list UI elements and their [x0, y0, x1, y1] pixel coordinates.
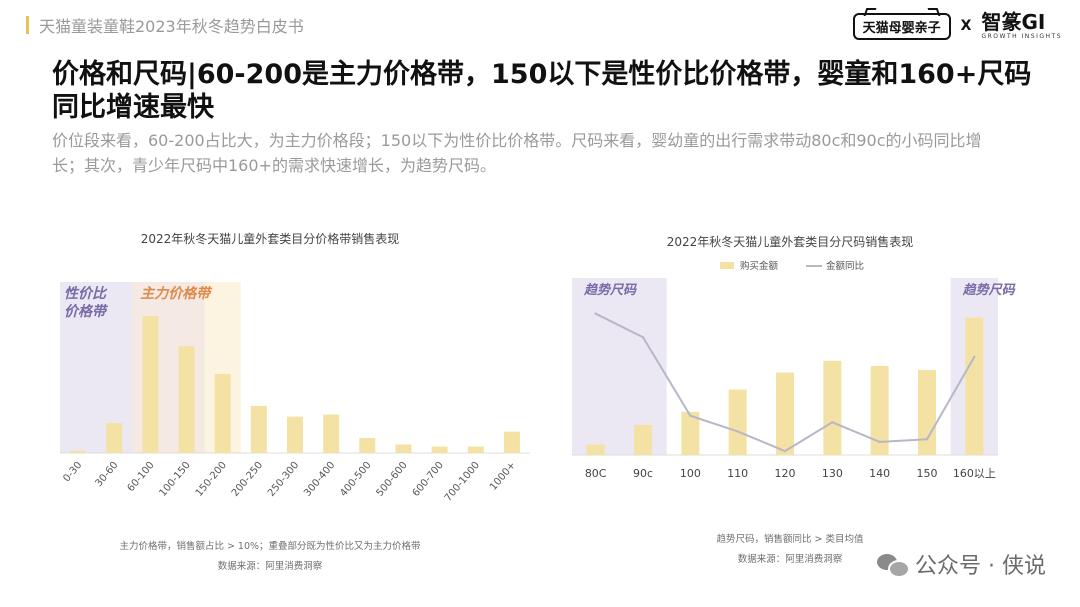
yoy-point — [736, 430, 739, 433]
partner-logos: 天猫母婴亲子 X 智篆GI GROWTH INSIGHTS — [852, 10, 1062, 40]
legend-bar-swatch — [720, 262, 734, 269]
size-tick-label: 160以上 — [953, 467, 996, 480]
tmall-baby-logo: 天猫母婴亲子 — [852, 12, 951, 40]
watermark-text: 公众号 · 侠说 — [915, 554, 1046, 579]
size-tick-label: 90c — [633, 467, 653, 480]
yoy-point — [973, 355, 976, 359]
price-bar — [323, 414, 340, 453]
price-chart-note: 主力价格带，销售额占比 > 10%；重叠部分既为性价比又为主力价格带 — [119, 541, 421, 552]
size-bar — [776, 372, 794, 455]
price-tick-label: 600-700 — [411, 460, 446, 499]
page-headline: 价格和尺码|60-200是主力价格带，150以下是性价比价格带，婴童和160+尺… — [52, 58, 1042, 124]
price-bar — [214, 373, 231, 453]
size-tick-label: 100 — [680, 467, 701, 480]
price-tick-label: 150-200 — [194, 460, 229, 499]
price-bar — [503, 431, 520, 453]
growth-insights-logo: 智篆GI GROWTH INSIGHTS — [981, 10, 1062, 40]
wechat-watermark: 公众号 · 侠说 — [877, 548, 1046, 580]
price-bar — [467, 446, 484, 453]
size-bar — [681, 411, 700, 455]
price-bar — [178, 346, 195, 453]
yoy-point — [878, 440, 881, 444]
description-line-1: 价位段来看，60-200占比大，为主力价格段；150以下为性价比价格带。尺码来看… — [52, 131, 982, 150]
price-bar — [395, 444, 412, 453]
size-chart-source: 数据来源：阿里消费洞察 — [737, 554, 843, 565]
trend-size-band-label: 趋势尺码 — [962, 282, 1017, 298]
value-band-label-2: 价格带 — [64, 303, 109, 320]
wechat-icon — [877, 552, 911, 578]
value-band-label-1: 性价比 — [64, 285, 108, 302]
price-tick-label: 1000+ — [488, 460, 518, 493]
size-bar — [870, 366, 889, 455]
legend-line-label: 金额同比 — [826, 260, 864, 272]
price-bar — [250, 405, 267, 453]
size-bar — [965, 317, 984, 455]
yoy-point — [641, 336, 645, 339]
price-tick-label: 200-250 — [230, 460, 265, 499]
price-tick-label: 300-400 — [302, 460, 337, 499]
size-bar — [823, 360, 842, 455]
size-chart-title: 2022年秋冬天猫儿童外套类目分尺码销售表现 — [666, 235, 914, 249]
page-description: 价位段来看，60-200占比大，为主力价格段；150以下为性价比价格带。尺码来看… — [52, 128, 1042, 178]
yoy-point — [689, 414, 692, 417]
report-title: 天猫童装童鞋2023年秋冬趋势白皮书 — [39, 17, 304, 36]
trend-size-band — [572, 278, 667, 455]
price-bar — [287, 416, 303, 453]
price-chart-source: 数据来源：阿里消费洞察 — [217, 561, 323, 572]
yoy-point — [783, 449, 787, 453]
price-tick-label: 250-300 — [266, 460, 301, 499]
price-tick-label: 700-1000 — [443, 460, 482, 504]
price-tick-label: 60-100 — [125, 460, 156, 494]
headline-line-2: 同比增速最快 — [52, 92, 214, 123]
size-tick-label: 140 — [869, 467, 890, 480]
price-tick-label: 500-600 — [374, 460, 409, 499]
price-band-chart: 性价比价格带 主力价格带 0-30 30-60 60-100 100-150 150-200… — [60, 282, 530, 504]
size-tick-label: 110 — [727, 467, 748, 480]
logo-separator: X — [960, 18, 972, 34]
price-bar — [70, 450, 87, 453]
price-tick-label: 0-30 — [61, 460, 84, 484]
price-tick-label: 100-150 — [158, 460, 193, 499]
size-chart-note: 趋势尺码，销售额同比 > 类目均值 — [716, 534, 864, 545]
size-tick-label: 130 — [822, 467, 843, 480]
price-bar — [431, 446, 448, 453]
header-accent-bar — [26, 16, 29, 34]
size-tick-label: 80C — [585, 467, 607, 480]
headline-line-1: 价格和尺码|60-200是主力价格带，150以下是性价比价格带，婴童和160+尺… — [52, 59, 1032, 90]
price-chart-title: 2022年秋冬天猫儿童外套类目分价格带销售表现 — [140, 232, 400, 246]
description-line-2: 长；其次，青少年尺码中160+的需求快速增长，为趋势尺码。 — [52, 156, 496, 175]
report-header: 天猫童装童鞋2023年秋冬趋势白皮书 — [26, 14, 304, 36]
price-bar — [142, 316, 159, 453]
yoy-point — [831, 421, 834, 424]
size-tick-label: 150 — [917, 467, 938, 480]
price-tick-label: 30-60 — [93, 460, 120, 489]
size-bar — [634, 424, 652, 455]
size-bar — [728, 389, 747, 455]
price-bar — [359, 438, 376, 453]
main-band-label: 主力价格带 — [140, 285, 213, 302]
size-bar — [586, 444, 605, 455]
trend-size-band-label: 趋势尺码 — [583, 282, 638, 298]
legend-bar-label: 购买金额 — [740, 260, 779, 272]
size-bar — [918, 369, 936, 455]
yoy-point — [594, 312, 597, 315]
price-bar — [106, 423, 123, 453]
price-tick-label: 400-500 — [338, 460, 373, 499]
size-tick-label: 120 — [775, 467, 796, 480]
yoy-point — [925, 438, 929, 441]
